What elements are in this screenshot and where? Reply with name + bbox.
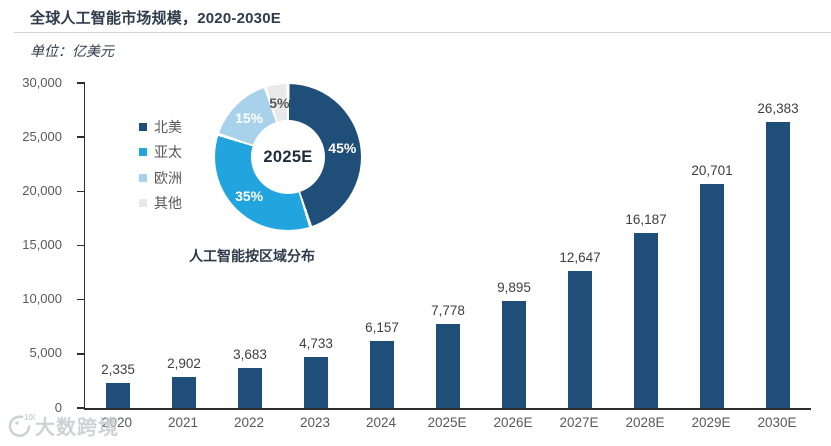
- bar-value-label: 2,902: [167, 355, 201, 371]
- y-axis-tick-label: 20,000: [22, 182, 62, 198]
- bar-slot-2023: 4,733: [283, 83, 349, 408]
- legend-item-欧洲: 欧洲: [139, 165, 182, 191]
- bar-slot-2027E: 12,647: [547, 83, 613, 408]
- y-axis-tick: [77, 190, 85, 193]
- bar-2029E: [700, 183, 724, 408]
- bar-value-label: 26,383: [757, 101, 799, 117]
- x-axis-label-2029E: 2029E: [691, 415, 731, 430]
- y-axis-tick-label: 0: [54, 399, 62, 415]
- legend-item-北美: 北美: [139, 114, 182, 140]
- x-axis-label-2030E: 2030E: [757, 415, 797, 430]
- bar-2020: [106, 382, 130, 408]
- bar-slot-2030E: 26,383: [745, 83, 811, 408]
- bar-value-label: 16,187: [625, 211, 667, 227]
- pie-slice-label-北美: 45%: [328, 140, 357, 157]
- bar-slot-2020: 2,335: [85, 83, 151, 408]
- bar-2028E: [634, 232, 658, 408]
- x-axis-label-2027E: 2027E: [559, 415, 599, 430]
- y-axis-tick: [77, 353, 85, 355]
- bar-value-label: 3,683: [233, 347, 267, 363]
- x-axis-label-2028E: 2028E: [625, 415, 665, 430]
- bar-2021: [172, 376, 196, 408]
- x-axis-label-2026E: 2026E: [493, 415, 533, 430]
- donut-caption: 人工智能按区域分布: [189, 248, 315, 264]
- bar-value-label: 9,895: [497, 279, 531, 295]
- legend-marker-icon: [139, 148, 147, 157]
- y-axis-tick: [77, 244, 85, 247]
- legend-marker-icon: [139, 173, 147, 182]
- page-title: 全球人工智能市场规模，2020-2030E: [30, 10, 281, 27]
- bar-slot-2022: 3,683: [217, 83, 283, 408]
- pie-slice-label-亚太: 35%: [235, 187, 264, 204]
- legend-label: 欧洲: [154, 169, 182, 186]
- y-axis-tick-label: 10,000: [22, 291, 62, 307]
- pie-slice-label-其他: 5%: [269, 94, 290, 111]
- y-axis-labels: 30,000 25,000 20,000 15,000 10,000 5,000 0: [0, 0, 62, 446]
- bar-slot-2021: 2,902: [151, 83, 217, 408]
- bar-value-label: 12,647: [559, 250, 601, 265]
- x-axis-label-2025E: 2025E: [427, 415, 467, 430]
- bar-2025E: [436, 323, 460, 408]
- x-axis-labels: 2020 2021 2022 2023 2024 2025E 2026E 2027E 2028E…: [84, 415, 810, 430]
- legend-item-其他: 其他: [139, 191, 182, 217]
- legend-label: 其他: [154, 195, 182, 212]
- unit-label: 单位：亿美元: [30, 43, 114, 59]
- bar-value-label: 2,335: [101, 361, 135, 377]
- bar-2026E: [502, 300, 526, 408]
- y-axis-tick: [77, 407, 85, 409]
- y-axis-tick-label: 15,000: [22, 237, 62, 252]
- bar-series: 2,335 2,902 3,683 4,733 6,157 7,778 9,895 12,64…: [85, 83, 811, 408]
- x-axis-label-2021: 2021: [167, 415, 199, 430]
- bar-2024: [370, 341, 394, 408]
- y-axis-tick: [77, 298, 85, 301]
- bar-slot-2028E: 16,187: [613, 83, 679, 408]
- title-divider: [14, 32, 831, 33]
- legend-marker-icon: [139, 122, 147, 131]
- legend-label: 北美: [154, 118, 182, 135]
- x-axis-label-2023: 2023: [299, 415, 331, 430]
- y-axis-tick-label: 25,000: [22, 128, 62, 144]
- bar-slot-2025E: 7,778: [415, 83, 481, 408]
- pie-slice-label-欧洲: 15%: [235, 110, 264, 127]
- donut-legend: 北美 亚太 欧洲 其他: [139, 114, 182, 216]
- donut-center-label: 2025E: [263, 147, 313, 166]
- bar-2022: [238, 368, 262, 408]
- bar-value-label: 4,733: [299, 335, 333, 351]
- donut-hole: 2025E: [251, 120, 325, 194]
- bar-value-label: 7,778: [431, 302, 465, 318]
- bar-slot-2026E: 9,895: [481, 83, 547, 408]
- bar-value-label: 6,157: [365, 320, 399, 336]
- donut-chart: 2025E 45% 35% 15% 5%: [215, 84, 361, 230]
- x-axis-label-2022: 2022: [233, 415, 265, 430]
- legend-item-亚太: 亚太: [139, 140, 182, 166]
- bar-slot-2024: 6,157: [349, 83, 415, 408]
- x-axis-label-2020: 2020: [101, 415, 133, 430]
- legend-label: 亚太: [154, 144, 182, 161]
- legend-marker-icon: [139, 199, 147, 208]
- bar-value-label: 20,701: [691, 162, 733, 178]
- bar-2030E: [766, 122, 790, 408]
- y-axis-tick: [77, 136, 85, 138]
- y-axis-tick-label: 30,000: [22, 74, 62, 90]
- bar-2027E: [568, 271, 592, 408]
- y-axis-tick: [77, 82, 85, 84]
- bar-2023: [304, 356, 328, 408]
- bar-chart-plot-area: 2,335 2,902 3,683 4,733 6,157 7,778 9,895 12,64…: [77, 82, 811, 410]
- bar-slot-2029E: 20,701: [679, 83, 745, 408]
- y-axis-tick-label: 5,000: [29, 345, 62, 361]
- x-axis-label-2024: 2024: [365, 415, 397, 430]
